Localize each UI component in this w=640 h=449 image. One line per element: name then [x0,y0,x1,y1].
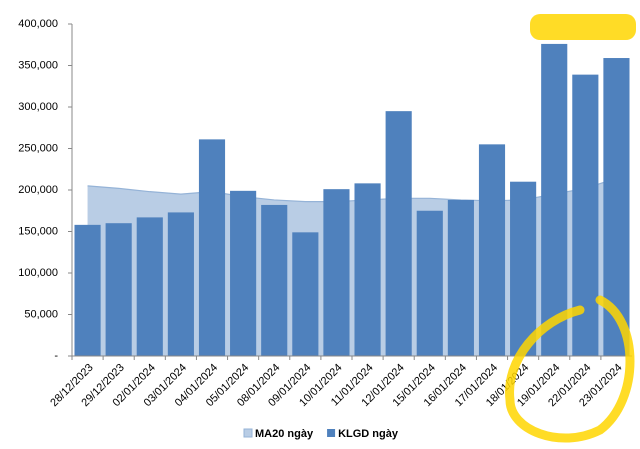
legend-label: KLGD ngày [338,428,399,440]
bar [447,199,474,356]
legend: MA20 ngày KLGD ngày [243,428,399,440]
bar [541,43,568,357]
y-tick-label: 100,000 [18,267,58,279]
y-tick-label: 250,000 [18,142,58,154]
legend-label: MA20 ngày [255,428,314,440]
bar [354,183,381,356]
y-tick-label: 200,000 [18,184,58,196]
bar [292,232,319,356]
y-tick-label: - [54,350,58,362]
plot: - 50,000 100,000 150,000 200,000 250,000 300,0… [18,18,632,409]
bar [323,189,350,356]
y-tick-label: 350,000 [18,59,58,71]
bar [478,144,506,356]
y-tick-label: 50,000 [24,308,58,320]
bar [416,210,443,356]
bar [136,217,163,356]
legend-swatch [327,429,336,437]
bar [74,224,101,356]
y-tick-label: 400,000 [18,18,58,30]
y-tick-label: 300,000 [18,101,58,113]
bar [510,181,537,356]
bar [261,204,288,356]
highlight-marker [530,14,636,40]
highlight-circle [505,295,635,443]
legend-swatch [243,428,253,438]
bar [230,190,257,356]
y-tick-label: 150,000 [18,225,58,237]
bar [385,111,412,357]
bar [167,212,194,356]
bar [198,139,226,356]
bar [105,223,132,356]
